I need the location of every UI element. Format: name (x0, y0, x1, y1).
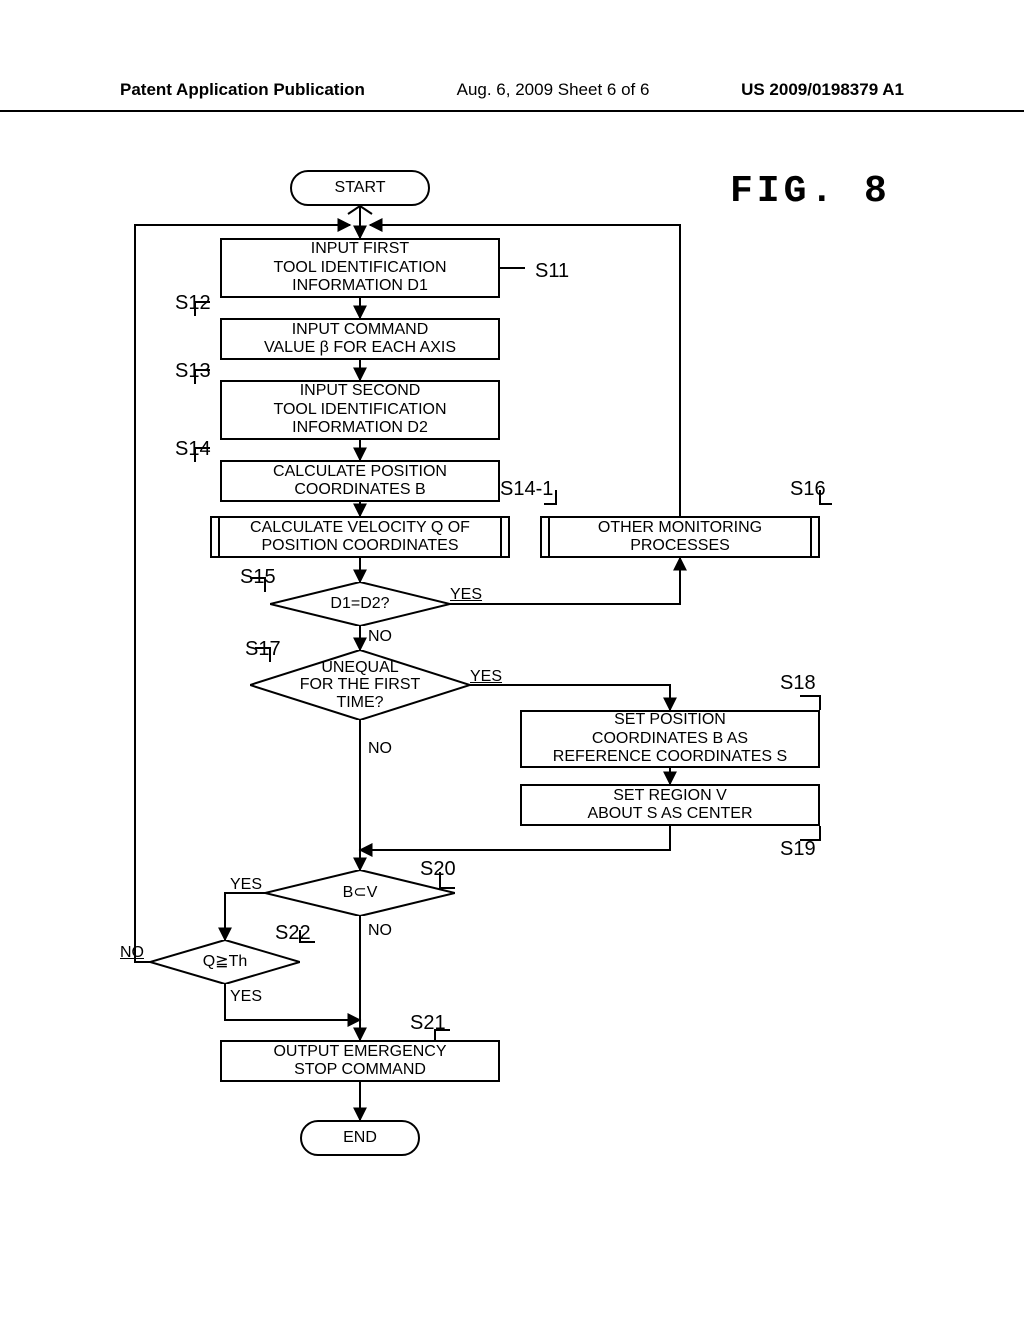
step-label-S16: S16 (790, 478, 826, 501)
node-s19-label: SET REGION VABOUT S AS CENTER (587, 787, 752, 824)
edge-label-s20_yes: YES (230, 876, 262, 894)
step-label-S20: S20 (420, 858, 456, 881)
step-label-S21: S21 (410, 1012, 446, 1035)
node-s22: Q≧Th (150, 940, 300, 984)
edge-label-s17_no: NO (368, 740, 392, 758)
node-s12: INPUT COMMANDVALUE β FOR EACH AXIS (220, 318, 500, 360)
node-s11: INPUT FIRSTTOOL IDENTIFICATIONINFORMATIO… (220, 238, 500, 298)
node-s16: OTHER MONITORINGPROCESSES (540, 516, 820, 558)
step-label-S17: S17 (245, 638, 281, 661)
figure-label: FIG. 8 (730, 170, 891, 213)
node-s11-label: INPUT FIRSTTOOL IDENTIFICATIONINFORMATIO… (273, 240, 446, 295)
step-label-S18: S18 (780, 672, 816, 695)
node-start: START (290, 170, 430, 206)
node-s18: SET POSITIONCOORDINATES B ASREFERENCE CO… (520, 710, 820, 768)
step-label-S22: S22 (275, 922, 311, 945)
node-s14_1: CALCULATE VELOCITY Q OFPOSITION COORDINA… (210, 516, 510, 558)
node-s13: INPUT SECONDTOOL IDENTIFICATIONINFORMATI… (220, 380, 500, 440)
node-s18-label: SET POSITIONCOORDINATES B ASREFERENCE CO… (553, 711, 787, 766)
node-s22-label: Q≧Th (150, 940, 300, 984)
step-label-S13: S13 (175, 360, 211, 383)
edge-label-s22_no: NO (120, 944, 144, 962)
header-publication: Patent Application Publication (120, 80, 365, 100)
node-s21: OUTPUT EMERGENCYSTOP COMMAND (220, 1040, 500, 1082)
node-s17: UNEQUALFOR THE FIRSTTIME? (250, 650, 470, 720)
edge-label-s15_no: NO (368, 628, 392, 646)
flowchart: FIG. 8 START INPUT FIRSTTOOL IDENTIFICATIO… (120, 170, 900, 1190)
step-label-S141: S14-1 (500, 478, 553, 501)
node-s19: SET REGION VABOUT S AS CENTER (520, 784, 820, 826)
edge-label-s17_yes: YES (470, 668, 502, 686)
node-s17-label: UNEQUALFOR THE FIRSTTIME? (250, 650, 470, 720)
node-s21-label: OUTPUT EMERGENCYSTOP COMMAND (273, 1043, 446, 1080)
node-s13-label: INPUT SECONDTOOL IDENTIFICATIONINFORMATI… (273, 382, 446, 437)
edge-label-s20_no: NO (368, 922, 392, 940)
node-s14: CALCULATE POSITIONCOORDINATES B (220, 460, 500, 502)
node-s15: D1=D2? (270, 582, 450, 626)
node-s14-label: CALCULATE POSITIONCOORDINATES B (273, 463, 447, 500)
node-start-label: START (335, 179, 386, 197)
node-s16-label: OTHER MONITORINGPROCESSES (598, 519, 762, 556)
header-docnumber: US 2009/0198379 A1 (741, 80, 904, 100)
node-s12-label: INPUT COMMANDVALUE β FOR EACH AXIS (264, 321, 456, 358)
edge-label-s22_yes: YES (230, 988, 262, 1006)
node-s14_1-label: CALCULATE VELOCITY Q OFPOSITION COORDINA… (250, 519, 470, 556)
step-label-S12: S12 (175, 292, 211, 315)
node-end: END (300, 1120, 420, 1156)
step-label-S15: S15 (240, 566, 276, 589)
node-s15-label: D1=D2? (270, 582, 450, 626)
edge-label-s15_yes: YES (450, 586, 482, 604)
node-end-label: END (343, 1129, 377, 1147)
header-sheet: Aug. 6, 2009 Sheet 6 of 6 (457, 80, 650, 100)
step-label-S11: S11 (535, 260, 569, 283)
step-label-S14: S14 (175, 438, 211, 461)
step-label-S19: S19 (780, 838, 816, 861)
